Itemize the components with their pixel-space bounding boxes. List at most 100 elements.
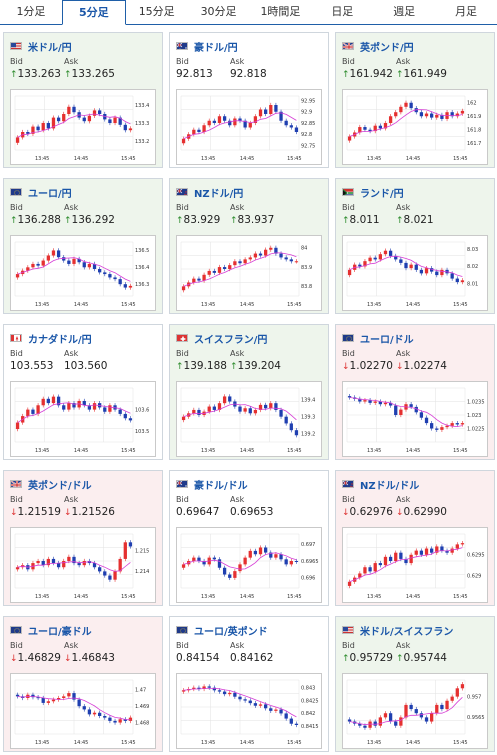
- tab-4[interactable]: 30分足: [200, 5, 237, 18]
- currency-card[interactable]: 米ドル/スイスフラン Bid Ask ↑0.95729 ↑0.95744 0.957 0.9…: [335, 616, 495, 752]
- candle: [243, 118, 247, 130]
- pair-name[interactable]: スイスフラン/円: [194, 334, 268, 346]
- candle: [460, 681, 465, 691]
- mini-chart[interactable]: 1.0235 1.023 1.0225 13:45 14:45 15:45: [342, 381, 488, 457]
- pair-name[interactable]: カナダドル/円: [28, 334, 92, 346]
- currency-card[interactable]: NZドル/円 Bid Ask ↑83.929 ↑83.937 84 83.9 83.8 13:4…: [169, 178, 329, 314]
- tab-6[interactable]: 日足: [331, 5, 354, 18]
- pair-name[interactable]: 英ポンド/ドル: [28, 480, 92, 492]
- x-tick-label: 13:45: [35, 594, 49, 600]
- currency-card[interactable]: スイスフラン/円 Bid Ask ↑139.188 ↑139.204 139.4 139.3…: [169, 324, 329, 460]
- ask-value: 92.818: [230, 68, 267, 80]
- pair-name[interactable]: ユーロ/英ポンド: [194, 626, 268, 638]
- tab-5[interactable]: 1時間足: [260, 5, 301, 18]
- mini-chart[interactable]: 1.215 1.214 13:45 14:45 15:45: [10, 527, 156, 603]
- tab-1[interactable]: 1分足: [16, 5, 46, 18]
- pair-name[interactable]: ユーロ/豪ドル: [28, 626, 92, 638]
- candle: [414, 404, 418, 415]
- candle: [228, 690, 232, 697]
- currency-card[interactable]: 英ポンド/ドル Bid Ask ↓1.21519 ↓1.21526 1.215 1.214 1…: [3, 470, 163, 606]
- ask-label: Ask: [230, 641, 245, 650]
- moving-average-line: [183, 687, 297, 718]
- candle: [108, 715, 112, 724]
- bid-label: Bid: [176, 57, 189, 66]
- tab-2[interactable]: 5分足: [61, 0, 126, 25]
- arrow-down-icon: ↓: [396, 508, 404, 518]
- bid-value: ↓1.46829: [10, 652, 61, 664]
- mini-chart[interactable]: 8.03 8.02 8.01 13:45 14:45 15:45: [342, 235, 488, 311]
- currency-card[interactable]: NZドル/ドル Bid Ask ↓0.62976 ↓0.62990 0.6295 0.629…: [335, 470, 495, 606]
- candle: [294, 558, 299, 564]
- currency-card[interactable]: ユーロ/円 Bid Ask ↑136.288 ↑136.292 136.5 136.4 136…: [3, 178, 163, 314]
- mini-chart[interactable]: 1.47 1.469 1.468 13:45 14:45 15:45: [10, 673, 156, 749]
- candle: [440, 702, 444, 712]
- pair-name[interactable]: 豪ドル/ドル: [194, 480, 248, 492]
- currency-card[interactable]: 豪ドル/円 Bid Ask 92.813 92.818 92.95 92.9 92.85 92.…: [169, 32, 329, 168]
- pair-name[interactable]: 豪ドル/円: [194, 42, 238, 54]
- mini-chart[interactable]: 0.6295 0.629 13:45 14:45 15:45: [342, 527, 488, 603]
- bid-value: ↑133.263: [10, 68, 61, 80]
- candle: [274, 707, 278, 714]
- x-tick-label: 13:45: [367, 156, 381, 162]
- pair-name[interactable]: ユーロ/ドル: [360, 334, 414, 346]
- pair-name[interactable]: 米ドル/スイスフラン: [360, 626, 454, 638]
- mini-chart[interactable]: 0.697 0.6965 0.696 13:45 14:45 15:45: [176, 527, 322, 603]
- candle: [15, 271, 20, 280]
- y-tick-label: 0.6295: [467, 553, 485, 559]
- candle: [289, 257, 293, 264]
- tab-3[interactable]: 15分足: [138, 5, 175, 18]
- mini-chart[interactable]: 0.843 0.8425 0.842 0.8415 13:45 14:45 15:45: [176, 673, 322, 749]
- candle: [217, 114, 222, 126]
- x-tick-label: 13:45: [201, 448, 215, 454]
- moving-average-line: [349, 109, 463, 137]
- currency-card[interactable]: ユーロ/豪ドル Bid Ask ↓1.46829 ↓1.46843 1.47 1.469 1.…: [3, 616, 163, 752]
- candle: [394, 110, 398, 119]
- candle: [62, 403, 66, 412]
- candle: [192, 276, 196, 285]
- candle: [445, 698, 449, 712]
- candle: [409, 100, 413, 111]
- currency-card[interactable]: 英ポンド/円 Bid Ask ↑161.942 ↑161.949 162 161.9 161.…: [335, 32, 495, 168]
- currency-card[interactable]: 米ドル/円 Bid Ask ↑133.263 ↑133.265 133.4 133.3 133…: [3, 32, 163, 168]
- candle: [56, 695, 61, 702]
- mini-chart[interactable]: 103.6 103.5 13:45 14:45 15:45: [10, 381, 156, 457]
- currency-card[interactable]: 豪ドル/ドル Bid Ask 0.69647 0.69653 0.697 0.6965 0.6…: [169, 470, 329, 606]
- tab-8[interactable]: 月足: [455, 5, 478, 18]
- y-tick-label: 133.4: [135, 103, 149, 109]
- candle: [269, 550, 273, 560]
- mini-chart[interactable]: 162 161.9 161.8 161.7 13:45 14:45 15:45: [342, 89, 488, 165]
- mini-chart[interactable]: 84 83.9 83.8 13:45 14:45 15:45: [176, 235, 322, 311]
- x-tick-label: 15:45: [287, 302, 301, 308]
- bid-value-text: 8.011: [349, 214, 380, 226]
- pair-name[interactable]: 米ドル/円: [28, 42, 72, 54]
- mini-chart[interactable]: 133.4 133.3 133.2 13:45 14:45 15:45: [10, 89, 156, 165]
- pair-name[interactable]: ユーロ/円: [28, 188, 72, 200]
- mini-chart[interactable]: 136.5 136.4 136.3 13:45 14:45 15:45: [10, 235, 156, 311]
- candle: [31, 407, 35, 417]
- y-tick-label: 0.957: [467, 694, 481, 700]
- candle: [388, 554, 393, 564]
- candle: [123, 717, 127, 724]
- chart-grid: [180, 679, 300, 735]
- currency-card[interactable]: ランド/円 Bid Ask ↑8.011 ↑8.021 8.03 8.02 8.01 13:45…: [335, 178, 495, 314]
- candle: [440, 424, 444, 433]
- currency-card[interactable]: ユーロ/ドル Bid Ask ↓1.02270 ↓1.02274 1.0235 1.023 1…: [335, 324, 495, 460]
- currency-card[interactable]: カナダドル/円 Bid Ask 103.553 103.560 103.6 103.5 13:…: [3, 324, 163, 460]
- candle: [222, 565, 227, 577]
- mini-chart[interactable]: 92.95 92.9 92.85 92.8 92.75 13:45 14:45 15:45: [176, 89, 322, 165]
- pair-name[interactable]: 英ポンド/円: [360, 42, 414, 54]
- ask-label: Ask: [64, 203, 79, 212]
- pair-name[interactable]: ランド/円: [360, 188, 404, 200]
- currency-card[interactable]: ユーロ/英ポンド Bid Ask 0.84154 0.84162 0.843 0.8425 0…: [169, 616, 329, 752]
- mini-chart[interactable]: 0.957 0.9565 13:45 14:45 15:45: [342, 673, 488, 749]
- pair-name[interactable]: NZドル/円: [194, 188, 244, 200]
- arrow-down-icon: ↓: [10, 654, 18, 664]
- candle: [414, 706, 418, 716]
- bid-value-text: 0.95729: [349, 652, 393, 664]
- moving-average-line: [349, 697, 463, 726]
- mini-chart[interactable]: 139.4 139.3 139.2 13:45 14:45 15:45: [176, 381, 322, 457]
- tab-7[interactable]: 週足: [393, 5, 416, 18]
- pair-name[interactable]: NZドル/ドル: [360, 480, 420, 492]
- candle: [92, 400, 97, 412]
- moving-average-line: [183, 112, 297, 140]
